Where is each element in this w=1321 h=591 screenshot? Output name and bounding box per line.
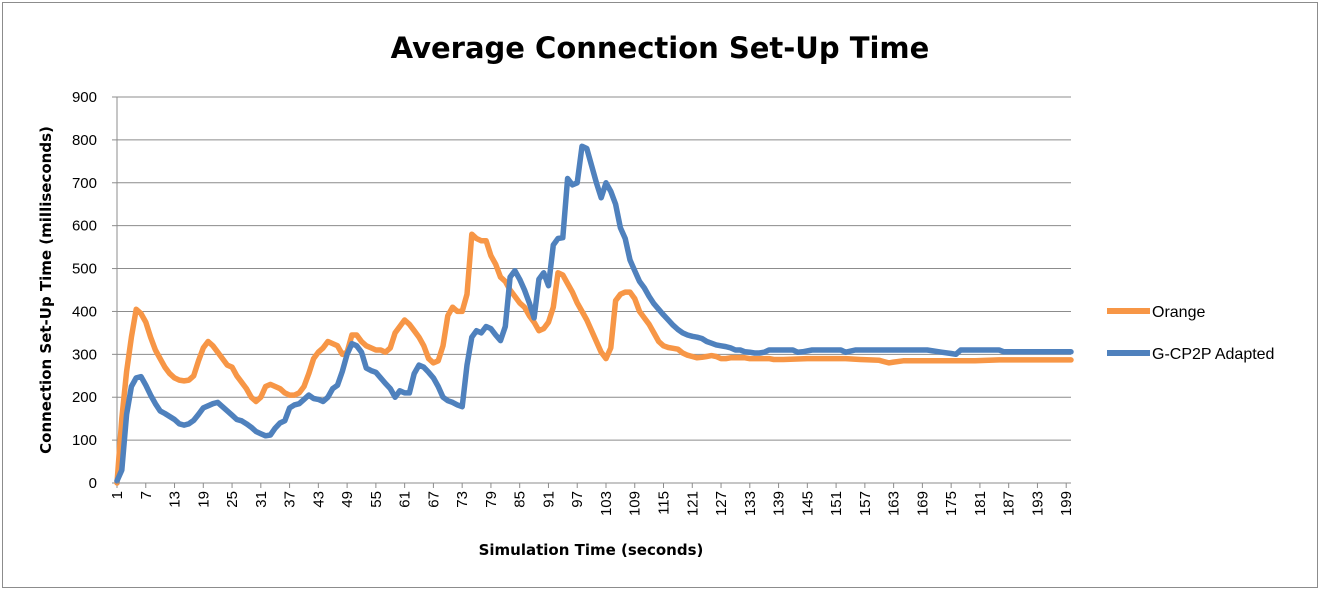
x-tick-label: 97 <box>569 491 586 508</box>
x-tick-label: 151 <box>828 491 845 516</box>
x-tick-label: 163 <box>886 491 903 516</box>
x-tick-label: 43 <box>310 491 327 508</box>
x-axis-ticks: 1 7 13 19 25 31 37 43 49 55 61 67 73 79 85 91 97 103 109 11… <box>109 483 1075 516</box>
legend-label: Orange <box>1152 304 1205 321</box>
y-tick-label: 900 <box>72 89 97 106</box>
x-tick-label: 103 <box>598 491 615 516</box>
y-tick-label: 700 <box>72 175 97 192</box>
y-axis-title: Connection Set-Up Time (milliseconds) <box>37 126 55 454</box>
y-tick-label: 0 <box>89 475 97 492</box>
x-tick-label: 25 <box>224 491 241 508</box>
y-tick-label: 800 <box>72 132 97 149</box>
x-tick-label: 169 <box>914 491 931 516</box>
x-tick-label: 61 <box>397 491 414 508</box>
x-tick-label: 193 <box>1029 491 1046 516</box>
x-tick-label: 199 <box>1058 491 1075 516</box>
x-tick-label: 19 <box>195 491 212 508</box>
x-tick-label: 157 <box>857 491 874 516</box>
x-tick-label: 37 <box>282 491 299 508</box>
x-tick-label: 85 <box>512 491 529 508</box>
x-tick-label: 91 <box>540 491 557 508</box>
y-tick-label: 200 <box>72 389 97 406</box>
y-tick-label: 400 <box>72 303 97 320</box>
series-lines <box>114 143 1074 486</box>
x-tick-label: 133 <box>742 491 759 516</box>
x-tick-label: 181 <box>972 491 989 516</box>
x-tick-label: 13 <box>167 491 184 508</box>
x-axis-title: Simulation Time (seconds) <box>479 541 704 559</box>
x-tick-label: 187 <box>1001 491 1018 516</box>
x-tick-label: 31 <box>253 491 270 508</box>
x-tick-label: 121 <box>684 491 701 516</box>
x-tick-label: 7 <box>138 491 155 499</box>
x-tick-label: 139 <box>771 491 788 516</box>
gridlines <box>116 96 1071 484</box>
x-tick-label: 49 <box>339 491 356 508</box>
chart-title: Average Connection Set-Up Time <box>391 31 930 65</box>
y-tick-label: 600 <box>72 218 97 235</box>
y-tick-label: 100 <box>72 432 97 449</box>
y-axis-ticks: 0 100 200 300 400 500 600 700 800 900 <box>72 89 117 492</box>
legend: Orange G-CP2P Adapted <box>1107 304 1274 363</box>
x-tick-label: 115 <box>656 491 673 515</box>
legend-label: G-CP2P Adapted <box>1152 346 1274 363</box>
x-tick-label: 175 <box>943 491 960 516</box>
x-tick-label: 79 <box>483 491 500 508</box>
y-tick-label: 500 <box>72 261 97 278</box>
series-line-1 <box>114 143 1074 484</box>
x-tick-label: 109 <box>627 491 644 516</box>
y-tick-label: 300 <box>72 346 97 363</box>
x-tick-label: 145 <box>799 491 816 516</box>
series-line-0 <box>114 231 1074 486</box>
x-tick-label: 127 <box>713 491 730 516</box>
x-tick-label: 73 <box>454 491 471 508</box>
x-tick-label: 55 <box>368 491 385 508</box>
x-tick-label: 1 <box>109 491 126 499</box>
x-tick-label: 67 <box>425 491 442 508</box>
